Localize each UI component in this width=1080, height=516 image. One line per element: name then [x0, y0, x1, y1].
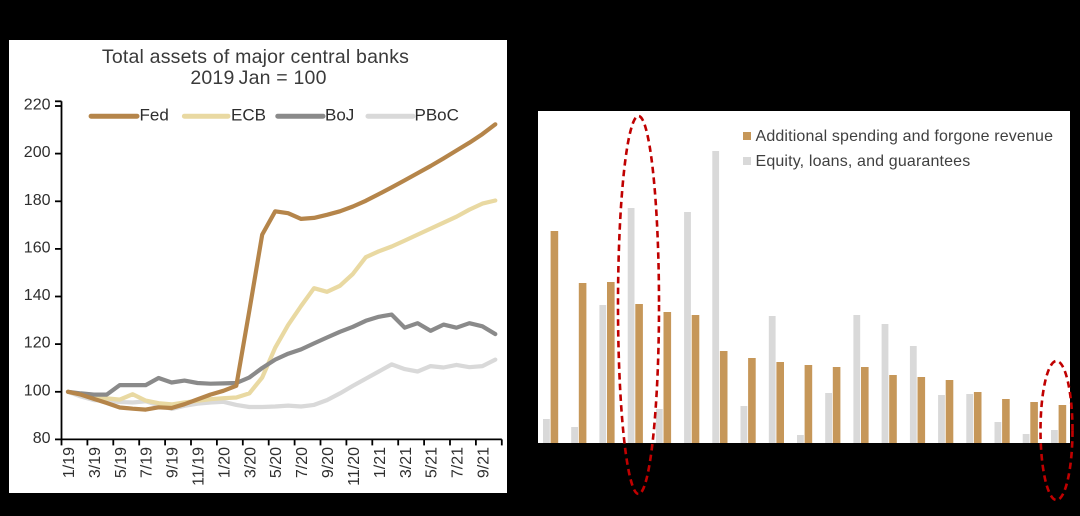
svg-text:Total assets of major central: Total assets of major central banks: [102, 46, 409, 68]
svg-text:5/19: 5/19: [113, 447, 130, 478]
svg-text:11/20: 11/20: [346, 447, 363, 486]
svg-text:3/21: 3/21: [398, 447, 415, 478]
svg-text:220: 220: [24, 97, 51, 114]
svg-text:200: 200: [24, 144, 51, 161]
svg-text:1/20: 1/20: [217, 447, 234, 478]
svg-text:180: 180: [24, 192, 51, 209]
svg-text:9/20: 9/20: [320, 447, 337, 478]
svg-text:120: 120: [24, 335, 51, 352]
svg-text:5/20: 5/20: [268, 447, 285, 478]
svg-text:Equity, loans, and guarantees: Equity, loans, and guarantees: [756, 153, 971, 170]
svg-text:ECB: ECB: [231, 106, 266, 125]
svg-text:100: 100: [24, 382, 51, 399]
svg-text:2019 Jan = 100: 2019 Jan = 100: [190, 67, 326, 89]
svg-text:1/21: 1/21: [372, 447, 389, 478]
svg-text:9/19: 9/19: [165, 447, 182, 478]
svg-text:PBoC: PBoC: [415, 106, 459, 125]
svg-text:9/21: 9/21: [475, 447, 492, 478]
svg-text:7/20: 7/20: [294, 447, 311, 478]
svg-text:Additional spending and forgon: Additional spending and forgone revenue: [756, 128, 1054, 145]
svg-text:140: 140: [24, 287, 51, 304]
svg-text:Fed: Fed: [140, 106, 169, 125]
svg-text:3/19: 3/19: [87, 447, 104, 478]
svg-text:80: 80: [33, 430, 51, 447]
svg-text:7/21: 7/21: [450, 447, 467, 478]
svg-text:7/19: 7/19: [139, 447, 156, 478]
svg-text:3/20: 3/20: [242, 447, 259, 478]
svg-text:BoJ: BoJ: [325, 106, 354, 125]
svg-text:11/19: 11/19: [191, 447, 208, 486]
svg-text:1/19: 1/19: [61, 447, 78, 478]
svg-text:160: 160: [24, 239, 51, 256]
svg-text:5/21: 5/21: [424, 447, 441, 478]
